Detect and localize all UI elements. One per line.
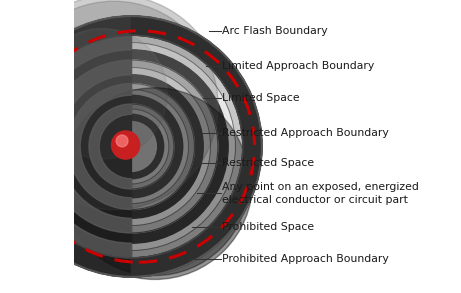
Wedge shape bbox=[1, 16, 131, 277]
Wedge shape bbox=[131, 16, 262, 277]
Wedge shape bbox=[131, 104, 174, 189]
Wedge shape bbox=[68, 84, 131, 209]
Circle shape bbox=[1, 16, 262, 277]
Circle shape bbox=[116, 135, 128, 147]
Text: Arc Flash Boundary: Arc Flash Boundary bbox=[222, 26, 328, 36]
Circle shape bbox=[30, 22, 174, 166]
Circle shape bbox=[61, 88, 249, 275]
Circle shape bbox=[57, 84, 253, 280]
Wedge shape bbox=[89, 104, 131, 189]
Wedge shape bbox=[131, 95, 183, 198]
Text: Prohibited Approach Boundary: Prohibited Approach Boundary bbox=[222, 254, 389, 264]
Wedge shape bbox=[20, 35, 131, 258]
Circle shape bbox=[3, 0, 225, 216]
Wedge shape bbox=[131, 35, 243, 258]
Circle shape bbox=[37, 28, 167, 159]
Wedge shape bbox=[45, 60, 131, 233]
Text: Restricted Space: Restricted Space bbox=[222, 158, 314, 168]
Wedge shape bbox=[131, 75, 203, 218]
Circle shape bbox=[57, 49, 136, 127]
Text: Restricted Approach Boundary: Restricted Approach Boundary bbox=[222, 128, 389, 138]
Wedge shape bbox=[131, 122, 156, 171]
Wedge shape bbox=[131, 84, 195, 209]
Circle shape bbox=[10, 1, 218, 210]
Wedge shape bbox=[131, 60, 218, 233]
Wedge shape bbox=[131, 35, 243, 258]
Wedge shape bbox=[131, 50, 228, 243]
Circle shape bbox=[112, 131, 140, 159]
Text: Any point on an exposed, energized
electrical conductor or circuit part: Any point on an exposed, energized elect… bbox=[222, 182, 419, 205]
Text: Limited Approach Boundary: Limited Approach Boundary bbox=[222, 61, 374, 71]
Text: Prohibited Space: Prohibited Space bbox=[222, 222, 314, 232]
Wedge shape bbox=[131, 114, 164, 179]
Text: Limited Space: Limited Space bbox=[222, 93, 300, 103]
